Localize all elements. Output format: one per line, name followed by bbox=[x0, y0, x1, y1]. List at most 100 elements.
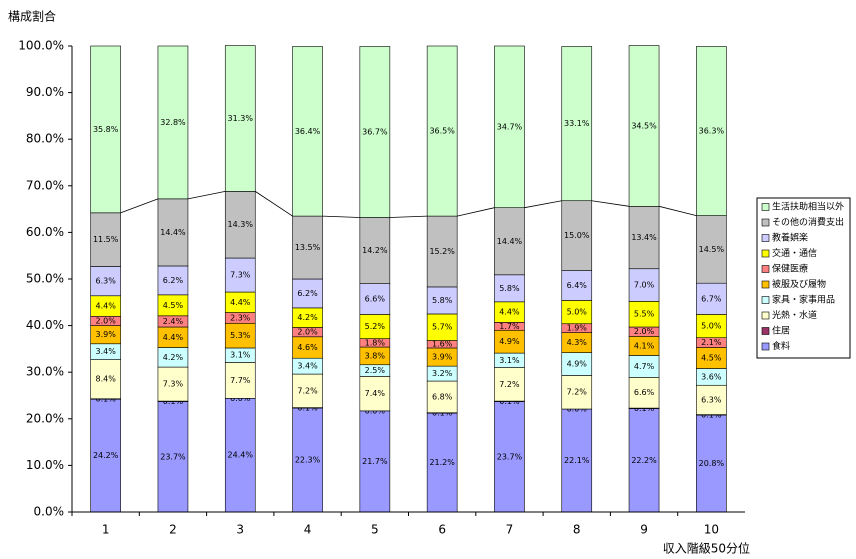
data-label: 4.9% bbox=[567, 360, 588, 369]
bar-segment bbox=[628, 301, 660, 328]
bar-segment bbox=[90, 266, 121, 297]
legend-label: 教養娯楽 bbox=[772, 232, 808, 244]
data-label: 36.7% bbox=[362, 127, 388, 136]
data-label: 35.8% bbox=[93, 125, 119, 134]
data-label: 6.6% bbox=[365, 295, 386, 304]
x-tick-label: 2 bbox=[169, 523, 177, 537]
bar-segment bbox=[561, 375, 593, 410]
data-label: 21.2% bbox=[429, 458, 455, 467]
data-label: 3.8% bbox=[365, 351, 386, 360]
bar-segment bbox=[426, 313, 458, 341]
bar-segment bbox=[426, 215, 458, 288]
data-label: 5.8% bbox=[499, 284, 520, 293]
data-label: 5.8% bbox=[432, 296, 453, 305]
bar-segment bbox=[561, 200, 593, 271]
data-label: 6.6% bbox=[634, 388, 655, 397]
bar-segment bbox=[292, 46, 323, 217]
bar-segment bbox=[359, 283, 391, 315]
data-label: 6.8% bbox=[432, 392, 453, 401]
series-line bbox=[187, 190, 226, 200]
legend-label: 家具・家事用品 bbox=[772, 294, 835, 306]
bar-segment bbox=[292, 373, 323, 408]
data-label: 4.2% bbox=[297, 313, 318, 322]
series-line bbox=[457, 207, 495, 217]
legend-swatch bbox=[761, 203, 770, 211]
y-tick-label: 90.0% bbox=[26, 85, 64, 99]
legend-swatch bbox=[761, 296, 770, 304]
bar-segment bbox=[696, 384, 727, 415]
data-label: 7.2% bbox=[567, 388, 588, 397]
data-label: 23.7% bbox=[497, 452, 523, 461]
y-axis-title: 構成割合 bbox=[8, 9, 56, 24]
data-label: 22.2% bbox=[631, 456, 657, 465]
data-label: 23.7% bbox=[160, 452, 186, 461]
series-line bbox=[322, 215, 360, 218]
bar-segment bbox=[157, 401, 189, 513]
legend-label: その他の消費支出 bbox=[772, 216, 844, 228]
data-label: 5.7% bbox=[432, 323, 453, 332]
data-label: 4.5% bbox=[163, 301, 184, 310]
x-tick-label: 6 bbox=[438, 523, 446, 537]
bar-segment bbox=[494, 45, 525, 209]
legend-label: 生活扶助相当以外 bbox=[772, 201, 844, 213]
data-label: 14.5% bbox=[699, 245, 725, 254]
y-tick-label: 0.0% bbox=[34, 505, 65, 519]
legend-label: 保健医療 bbox=[772, 263, 808, 275]
data-label: 5.2% bbox=[365, 322, 386, 331]
data-label: 4.4% bbox=[163, 333, 184, 342]
bar-segment bbox=[292, 215, 323, 280]
series-line bbox=[658, 205, 697, 217]
bar-segment bbox=[224, 362, 256, 399]
data-label: 2.4% bbox=[163, 317, 184, 326]
data-label: 7.7% bbox=[230, 376, 251, 385]
series-line bbox=[255, 191, 293, 217]
series-line bbox=[389, 215, 428, 218]
x-tick-label: 10 bbox=[704, 523, 719, 537]
legend-swatch bbox=[761, 327, 770, 335]
data-label: 8.4% bbox=[95, 375, 116, 384]
bar-segment bbox=[426, 286, 458, 315]
bar-segment bbox=[696, 46, 727, 216]
data-label: 3.1% bbox=[230, 351, 251, 360]
bar-segment bbox=[494, 207, 525, 276]
legend-swatch bbox=[761, 342, 770, 351]
bar-segment bbox=[157, 45, 189, 200]
legend-label: 食料 bbox=[772, 340, 790, 352]
data-label: 36.5% bbox=[429, 127, 455, 136]
y-tick-label: 40.0% bbox=[26, 318, 64, 332]
data-label: 2.0% bbox=[95, 316, 116, 325]
bar-segment bbox=[292, 278, 323, 309]
data-label: 6.4% bbox=[567, 281, 588, 290]
data-label: 3.1% bbox=[499, 356, 520, 365]
data-label: 2.3% bbox=[230, 313, 251, 322]
data-label: 1.9% bbox=[567, 324, 588, 333]
data-label: 4.3% bbox=[567, 338, 588, 347]
bar-segment bbox=[628, 268, 660, 302]
bar-segment bbox=[157, 198, 189, 267]
bar-segment bbox=[359, 410, 391, 513]
bar-segment bbox=[628, 408, 660, 513]
data-label: 3.4% bbox=[95, 347, 116, 356]
data-label: 1.6% bbox=[432, 340, 453, 349]
data-label: 3.9% bbox=[95, 330, 116, 339]
series-line bbox=[591, 200, 630, 207]
bar-segment bbox=[561, 46, 593, 202]
data-label: 6.3% bbox=[95, 277, 116, 286]
data-label: 7.3% bbox=[163, 380, 184, 389]
legend-label: 光熱・水道 bbox=[772, 309, 817, 321]
data-label: 7.2% bbox=[499, 380, 520, 389]
data-label: 14.4% bbox=[497, 237, 523, 246]
data-label: 3.2% bbox=[432, 369, 453, 378]
y-tick-label: 80.0% bbox=[26, 132, 64, 146]
legend-box bbox=[756, 197, 851, 359]
data-label: 15.0% bbox=[564, 231, 590, 240]
data-label: 36.4% bbox=[295, 127, 321, 136]
bar-segment bbox=[426, 45, 458, 217]
data-label: 14.2% bbox=[362, 246, 388, 255]
data-label: 34.5% bbox=[631, 121, 657, 130]
data-label: 7.0% bbox=[634, 281, 655, 290]
legend-swatch bbox=[761, 249, 770, 258]
bar-segment bbox=[561, 408, 593, 513]
legend-label: 被服及び履物 bbox=[772, 278, 826, 290]
